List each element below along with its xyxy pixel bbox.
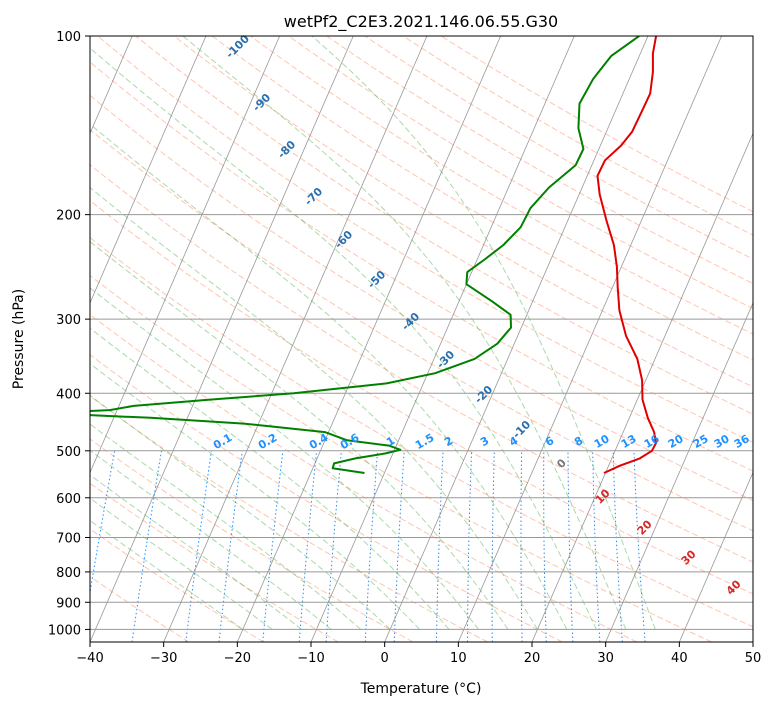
mixing-ratio-line — [364, 450, 379, 642]
x-axis: −40 −30 −20 −10 0 10 20 30 40 50 — [76, 642, 761, 666]
chart-title: wetPf2_C2E3.2021.146.06.55.G30 — [284, 12, 558, 32]
dry-adiabat-line — [90, 199, 753, 595]
y-tick-label: 900 — [56, 596, 81, 611]
y-axis-title: Pressure (hPa) — [11, 289, 27, 389]
moist-adiabat-line — [90, 287, 479, 630]
dry-adiabat-line — [90, 313, 638, 642]
y-tick-label: 400 — [56, 387, 81, 402]
dry-adiabat-line — [90, 482, 339, 642]
mixing-ratio-line — [612, 450, 623, 642]
y-tick-label: 300 — [56, 313, 81, 328]
temperature-profile-line — [596, 36, 658, 474]
dewpoint-profile-line — [90, 36, 640, 474]
isotherm-line — [605, 301, 753, 642]
mixing-ratio-line — [393, 450, 405, 642]
x-tick-label: 10 — [450, 651, 467, 666]
isotherm-line — [163, 36, 428, 642]
mixing-ratio-line — [218, 450, 243, 642]
isotherm-line — [457, 36, 722, 642]
moist-adiabat-line — [90, 363, 420, 630]
dry-adiabat-line — [90, 395, 488, 642]
moist-adiabat-line — [90, 423, 362, 630]
dry-adiabat-line — [90, 236, 753, 628]
mixing-ratio-line — [633, 450, 646, 642]
mixing-ratio-line — [592, 450, 601, 642]
isotherm-line — [384, 36, 649, 642]
moist-adiabat-line — [90, 240, 509, 630]
x-axis-title: Temperature (°C) — [360, 681, 482, 697]
moist-adiabat-line — [90, 47, 597, 630]
x-tick-label: −20 — [224, 651, 251, 666]
dry-adiabat-line — [90, 354, 563, 642]
x-tick-label: −10 — [297, 651, 324, 666]
y-tick-label: 800 — [56, 566, 81, 581]
plot-frame — [89, 35, 754, 643]
dry-adiabat-line — [90, 438, 414, 642]
x-tick-label: 40 — [671, 651, 688, 666]
x-tick-label: −30 — [150, 651, 177, 666]
isotherm-line — [678, 471, 753, 642]
x-tick-label: 30 — [597, 651, 614, 666]
x-tick-label: 50 — [745, 651, 762, 666]
y-tick-label: 600 — [56, 492, 81, 507]
series-layer — [90, 36, 658, 474]
isotherm-line — [90, 36, 354, 642]
isotherm-line — [90, 36, 207, 304]
isotherm-line — [310, 36, 575, 642]
isotherm-line — [236, 36, 501, 642]
y-axis: 100 200 300 400 500 600 700 800 900 1000 — [48, 30, 90, 638]
dry-adiabat-line — [288, 36, 753, 310]
moist-adiabat-line — [90, 497, 273, 630]
moist-adiabat-line — [90, 187, 538, 630]
y-tick-label: 100 — [56, 30, 81, 45]
isotherm-line — [531, 132, 753, 642]
x-tick-label: −40 — [76, 651, 103, 666]
dry-adiabat-line — [135, 36, 753, 415]
dry-adiabat-line — [90, 128, 753, 532]
moist-adiabat-line — [90, 123, 568, 630]
moist-adiabat-line — [311, 36, 656, 630]
background-lines — [90, 36, 753, 642]
mixing-ratio-line — [262, 450, 284, 642]
y-tick-label: 200 — [56, 209, 81, 224]
moist-adiabat-line — [90, 394, 391, 630]
moist-adiabat-line — [90, 474, 303, 630]
moist-adiabat-line — [90, 519, 244, 630]
isotherm-line — [90, 36, 280, 474]
dry-adiabat-line — [211, 36, 753, 361]
mixing-ratio-line — [185, 450, 212, 642]
x-tick-label: 0 — [381, 651, 389, 666]
mixing-ratio-line — [298, 450, 318, 642]
moist-adiabat-line — [182, 36, 627, 630]
moist-adiabat-line — [90, 449, 332, 630]
y-tick-label: 1000 — [48, 623, 81, 638]
mixing-ratio-line — [325, 450, 342, 642]
y-tick-label: 700 — [56, 532, 81, 547]
y-tick-label: 500 — [56, 445, 81, 460]
dry-adiabat-line — [90, 164, 753, 563]
dry-adiabat-line — [90, 575, 190, 642]
dry-adiabat-line — [90, 61, 753, 472]
x-tick-label: 20 — [524, 651, 541, 666]
